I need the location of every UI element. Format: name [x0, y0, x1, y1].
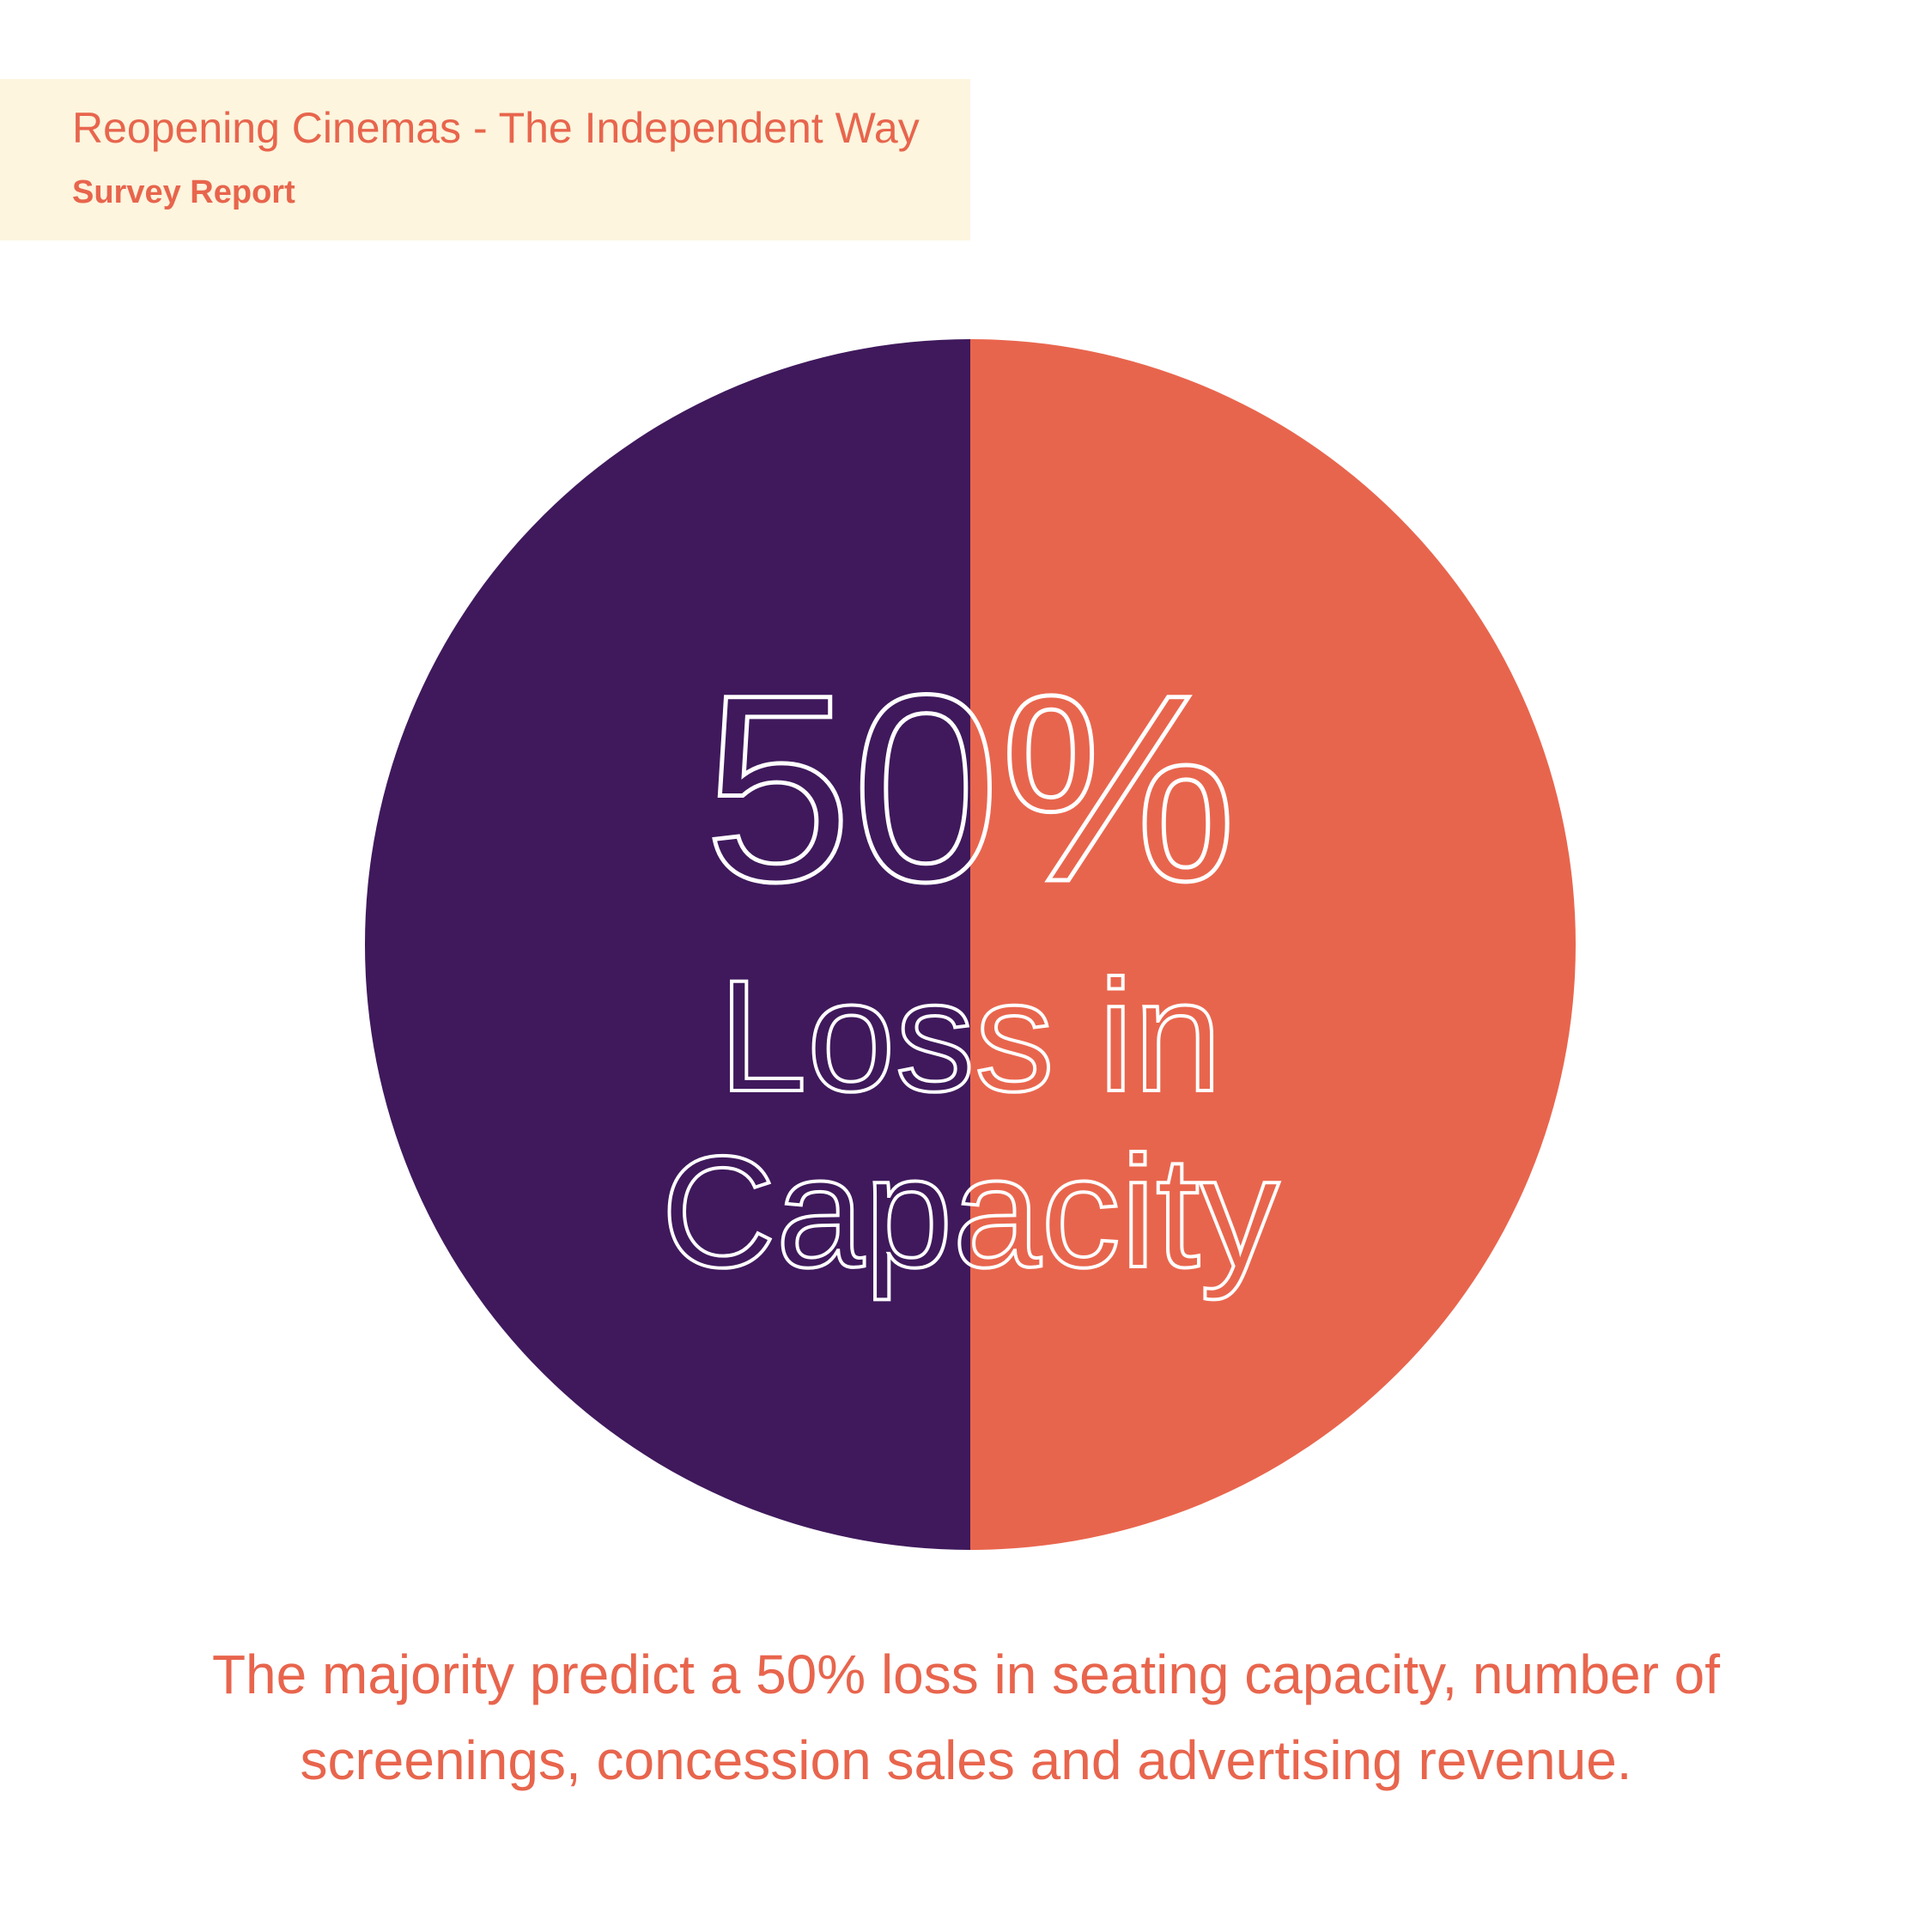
center-label-line2: Capacity	[661, 1124, 1279, 1301]
pie-slice-2	[970, 339, 1576, 1550]
caption-text: The majority predict a 50% loss in seati…	[211, 1643, 1721, 1791]
header-banner	[0, 79, 970, 240]
report-title: Reopening Cinemas - The Independent Way	[72, 104, 920, 152]
report-subtitle: Survey Report	[72, 174, 295, 210]
center-value-label: 50%	[704, 639, 1236, 937]
center-label-line1: Loss in	[719, 948, 1222, 1125]
pie-slice-1	[365, 339, 970, 1550]
pie-slices	[365, 339, 1576, 1550]
